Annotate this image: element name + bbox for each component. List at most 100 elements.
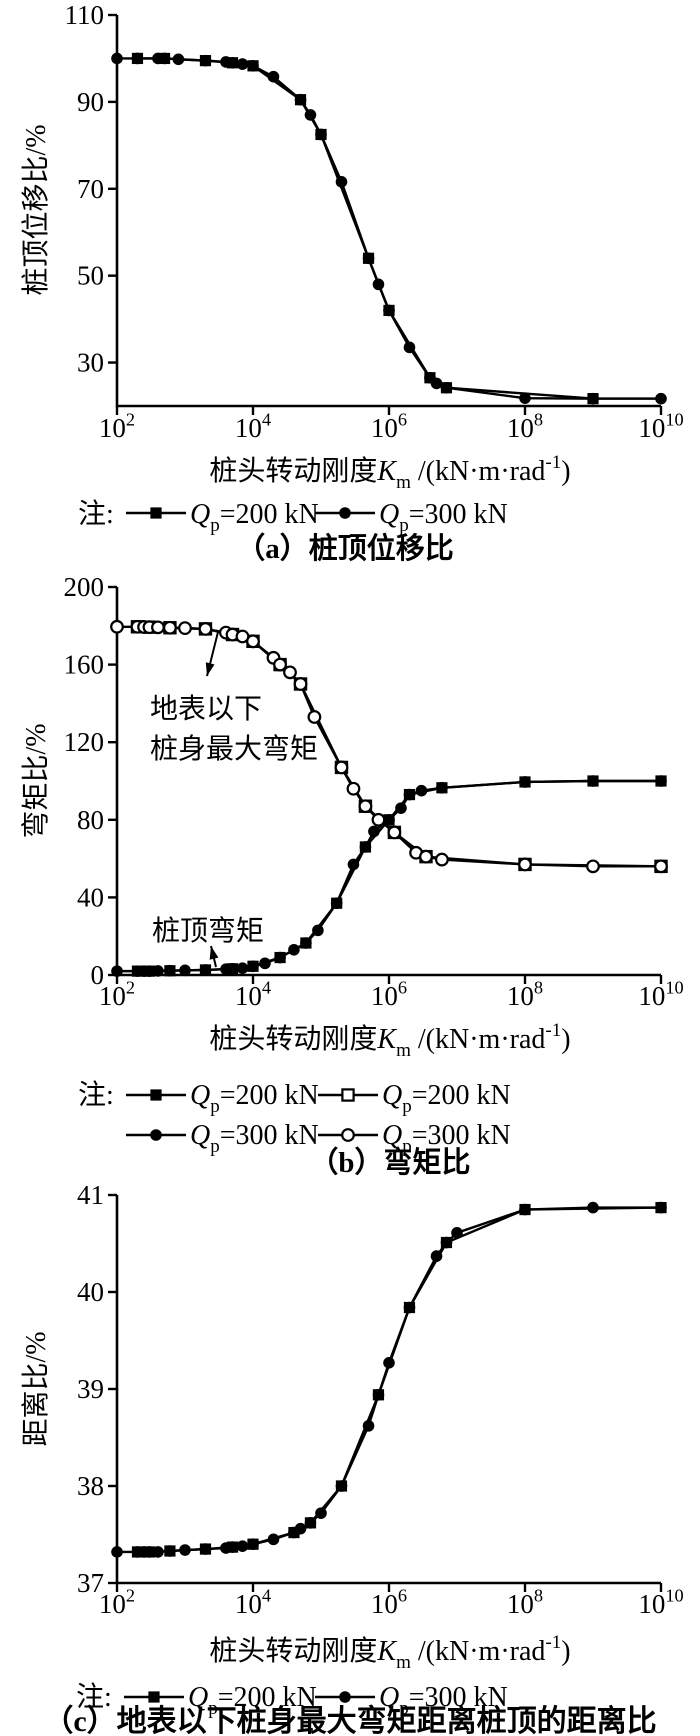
data-point-marker-square-filled — [143, 1546, 156, 1558]
series-line-circle-filled — [117, 1206, 661, 1554]
data-point-marker-circle-open — [654, 859, 668, 874]
data-point-marker-circle-open — [341, 1128, 355, 1142]
data-point-marker-square-filled — [372, 1389, 385, 1401]
y-axis-title: 距离比/% — [20, 1331, 52, 1446]
y-tick-label: 90 — [77, 87, 104, 117]
data-point-marker-circle-filled — [111, 965, 123, 977]
data-point-marker-square-filled — [359, 841, 372, 853]
data-point-marker-square-filled — [199, 964, 212, 976]
data-point-marker-circle-open — [283, 665, 297, 680]
data-point-marker-square-open — [341, 1088, 355, 1102]
data-point-marker-square-filled — [131, 1546, 144, 1558]
data-point-marker-square-filled — [150, 1089, 162, 1101]
y-tick-label: 50 — [77, 261, 104, 291]
annotation-text: 地表以下 — [150, 693, 262, 725]
annotation-arrow-head — [205, 662, 215, 676]
data-point-marker-circle-open — [307, 710, 322, 724]
data-point-marker-square-filled — [315, 128, 327, 141]
data-point-marker-circle-open — [151, 620, 165, 635]
data-point-marker-circle-open — [110, 619, 124, 634]
data-point-marker-square-filled — [226, 963, 239, 975]
series-line-square-filled — [137, 779, 661, 973]
data-point-marker-square-filled — [587, 775, 599, 787]
x-tick-label: 106 — [371, 1586, 407, 1619]
data-point-marker-square-filled — [403, 788, 416, 801]
data-point-marker-circle-open — [346, 781, 361, 796]
legend-note-label: 注: — [76, 1681, 112, 1713]
data-point-marker-square-filled — [304, 1517, 317, 1529]
data-point-marker-square-filled — [199, 1543, 212, 1555]
data-point-marker-circle-open — [387, 825, 402, 840]
data-point-marker-square-filled — [300, 937, 312, 949]
y-tick-label: 160 — [64, 650, 105, 680]
data-point-marker-circle-open — [419, 849, 433, 864]
y-tick-label: 30 — [77, 348, 104, 378]
x-tick-label: 104 — [235, 1586, 271, 1619]
data-point-marker-circle-filled — [339, 1691, 351, 1703]
data-point-marker-square-filled — [519, 776, 531, 788]
data-point-marker-square-filled — [440, 1236, 453, 1249]
y-axis-title: 弯矩比/% — [20, 723, 52, 838]
y-axis-title: 桩顶位移比/% — [20, 124, 52, 295]
data-point-marker-circle-open — [293, 677, 308, 691]
data-point-marker-square-filled — [226, 1541, 239, 1553]
data-point-marker-circle-open — [586, 859, 600, 874]
data-point-marker-square-filled — [655, 1202, 667, 1214]
x-tick-label: 102 — [99, 410, 135, 443]
x-tick-label: 1010 — [638, 1586, 683, 1619]
legend-note-label: 注: — [78, 498, 114, 530]
legend-note-label: 注: — [78, 1079, 114, 1111]
legend-series-label: Qp=200 kN — [382, 1080, 511, 1117]
annotation-text: 桩身最大弯矩 — [150, 733, 318, 765]
legend-series-label: Qp=300 kN — [382, 1120, 511, 1157]
data-point-marker-circle-filled — [339, 507, 351, 519]
data-point-marker-square-filled — [294, 94, 307, 106]
data-point-marker-square-filled — [164, 965, 176, 977]
data-point-marker-circle-filled — [150, 1129, 162, 1141]
x-tick-label: 104 — [235, 978, 271, 1011]
series-line-circle-filled — [117, 57, 661, 400]
y-tick-label: 41 — [77, 1180, 104, 1210]
y-tick-label: 70 — [77, 174, 104, 204]
annotation-text: 桩顶弯矩 — [152, 915, 264, 947]
data-point-marker-circle-open — [163, 620, 177, 635]
data-point-marker-square-filled — [148, 1691, 160, 1703]
data-point-marker-circle-open — [198, 622, 213, 636]
data-point-marker-square-filled — [383, 304, 395, 317]
legend-series-label: Qp=200 kN — [190, 499, 319, 536]
axis-lines — [115, 1195, 661, 1585]
y-tick-label: 200 — [64, 572, 105, 602]
x-tick-label: 1010 — [638, 410, 683, 443]
series-line-square-filled — [137, 1206, 662, 1554]
data-point-marker-square-filled — [403, 1301, 416, 1314]
data-point-marker-square-filled — [150, 507, 162, 519]
data-point-marker-square-filled — [424, 372, 436, 384]
data-point-marker-square-filled — [131, 965, 144, 977]
data-point-marker-circle-filled — [395, 802, 407, 814]
data-point-marker-square-filled — [164, 1545, 176, 1557]
y-tick-label: 40 — [77, 1277, 104, 1307]
y-tick-label: 39 — [77, 1374, 104, 1404]
data-point-marker-circle-filled — [111, 52, 123, 65]
y-tick-label: 110 — [65, 0, 105, 30]
y-tick-label: 38 — [77, 1471, 104, 1501]
data-point-marker-circle-open — [273, 657, 287, 672]
y-tick-label: 80 — [77, 805, 104, 835]
axis-lines — [115, 15, 661, 408]
panel-caption: （b）弯矩比 — [309, 1145, 470, 1179]
data-point-marker-circle-open — [334, 760, 349, 775]
data-point-marker-circle-open — [435, 852, 449, 867]
data-point-marker-square-filled — [335, 1480, 348, 1492]
panel-caption: （c）地表以下桩身最大弯矩距离桩顶的距离比 — [43, 1704, 656, 1736]
x-tick-label: 106 — [371, 978, 407, 1011]
data-point-marker-square-filled — [247, 960, 259, 972]
legend-series-label: Qp=300 kN — [190, 1120, 319, 1157]
data-point-marker-square-filled — [274, 951, 286, 964]
x-axis-title: 桩头转动刚度Km /(kN·m·rad-1) — [209, 452, 570, 493]
y-tick-label: 0 — [91, 960, 105, 990]
panel-caption: （a）桩顶位移比 — [236, 531, 454, 565]
x-tick-label: 104 — [235, 410, 271, 443]
